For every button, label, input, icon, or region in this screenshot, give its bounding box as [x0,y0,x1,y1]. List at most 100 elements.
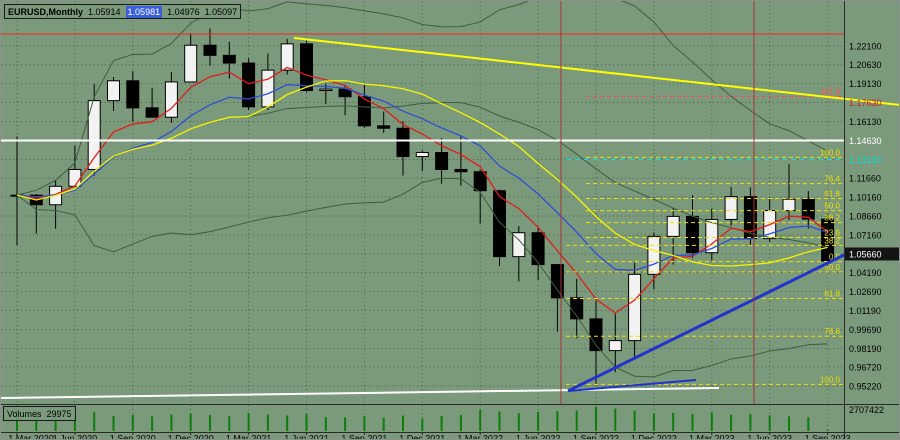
time-axis-label: 1 Sep 2022 [573,434,619,440]
candle-bear [454,168,468,173]
candle-bull [705,218,719,254]
candle-bull [512,232,526,258]
fib-label: 100.0 [820,375,841,384]
candle-bear [300,43,313,92]
fib-label: 50.0 [824,263,840,272]
candle-bull [107,80,120,102]
candle-bull [647,235,661,275]
candle-bull [184,44,198,83]
price-axis-label: 1.04190 [849,268,882,278]
symbol-period-label: EURUSD,Monthly [8,6,83,17]
grid-lines [1,1,844,432]
trendlines [1,37,899,399]
fibonacci-levels: 161.8100.076.461.850.038.223.60.038.250.… [566,87,844,385]
candle-bear [357,96,371,127]
time-axis-label: 1 Mar 2021 [226,434,272,440]
vertical-marker-lines [560,1,755,404]
fib-label: 23.6 [824,229,840,238]
time-axis-label: 1 Sep 2023 [805,434,851,440]
candle-bull [280,43,294,71]
time-axis-label: 1 Dec 2021 [399,434,445,440]
band-line [16,177,828,378]
ma-line-medium [16,84,828,271]
fib-label: 61.8 [824,190,840,199]
candle-bull [724,196,738,220]
trendline [1,387,720,399]
time-axis-label: 1 Dec 2020 [168,434,214,440]
candle-bear [222,54,236,64]
fib-label: 38.2 [824,214,840,223]
fib-label: 0.0 [829,253,841,262]
candle-bear [686,215,699,254]
time-axis-label: 1 Mar 2022 [457,434,503,440]
candle-bull [87,100,101,170]
ohlc-low: 1.04976 [167,6,200,17]
ohlc-high: 1.05981 [125,5,163,18]
candle-bear [338,88,352,98]
price-axis-label: 1.17630 [849,98,882,108]
time-axis-label: 1 Mar 2023 [689,434,735,440]
price-axis-label: 1.01190 [849,306,881,316]
ma-line-fast [16,66,828,314]
price-axis-label: 1.13130 [849,155,882,165]
price-axis-label: 1.07160 [849,230,882,240]
price-axis-label: 1.08660 [849,212,882,222]
time-axis-label: 1 Jun 2023 [747,434,792,440]
candle-bull [666,215,680,237]
trendline [567,379,697,392]
volume-bars [16,407,829,431]
candle-bear [473,171,487,192]
candle-bear [377,125,391,129]
price-axis-label: 0.98190 [849,344,882,354]
candle-bear [589,318,603,352]
candle-bull [164,81,178,118]
volume-scale-label: 2707422 [849,405,884,415]
price-axis-label: 1.20630 [849,60,882,70]
trendline [293,37,899,106]
fib-label: 100.0 [820,148,841,157]
price-axis-label: 1.14630 [849,136,882,146]
horizontal-lines [1,33,844,160]
candle-bull [782,198,796,212]
current-price-label: 1.05660 [849,249,882,259]
candle-bull [415,152,429,158]
fib-label: 61.8 [824,289,840,298]
candle-bear [145,107,159,118]
price-axis-label: 0.95220 [849,382,882,392]
candle-bear [435,152,449,170]
candle-bear [493,190,506,258]
time-axis-label: 1 Jun 2022 [516,434,561,440]
candle-bull [319,88,333,92]
candle-bear [531,232,545,266]
price-axis[interactable]: 1.22100 1.20630 1.19130 1.17630 1.16130 1.146… [845,42,900,416]
fib-label: 50.0 [824,202,840,211]
chart-title: EURUSD,Monthly 1.05914 1.05981 1.04976 1… [4,4,242,19]
time-axis-label: 1 Jun 2021 [284,434,329,440]
volumes-name: Volumes [7,408,42,419]
price-axis-label: 1.10160 [849,193,882,203]
volumes-current-value: 29975 [46,408,72,419]
fib-label: 78.6 [824,327,840,336]
trendline [567,252,847,393]
price-axis-label: 1.22100 [849,42,882,52]
candle-bull [628,273,642,342]
time-axis-label: 1 Dec 2022 [631,434,677,440]
time-axis-label: 1 Jun 2020 [53,434,98,440]
time-axis-label: 1 Mar 2020 [8,434,54,440]
ohlc-close: 1.05097 [204,6,238,17]
band-line [16,1,828,196]
time-axis-label: 1 Sep 2020 [110,434,156,440]
current-price-box [845,247,899,261]
candle-bear [126,80,140,109]
volumes-indicator-label: Volumes 29975 [3,406,76,421]
candle-bull [68,168,82,187]
fib-label: 38.2 [824,236,840,245]
candle-bear [242,62,256,108]
candle-bull [608,340,622,352]
fib-label: 76.4 [824,175,840,184]
price-axis-label: 1.11660 [849,174,881,184]
